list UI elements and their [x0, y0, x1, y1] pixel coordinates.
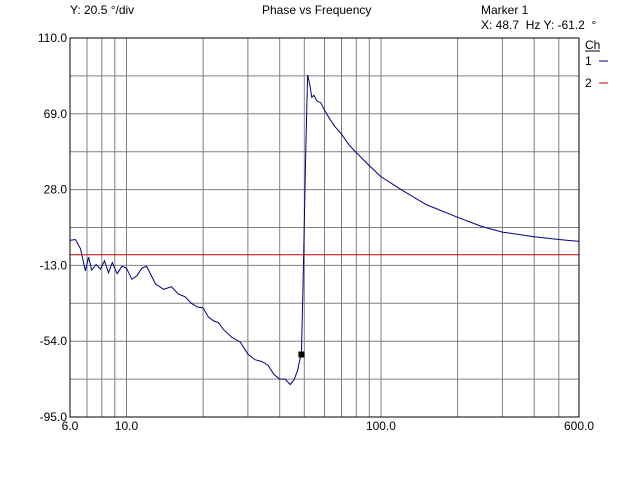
y-tick-label: 110.0	[38, 31, 67, 45]
grid	[69, 37, 580, 418]
y-scale-label: Y: 20.5 °/div	[70, 3, 135, 17]
x-tick-label: 600.0	[564, 419, 594, 433]
x-tick-label: 6.0	[62, 419, 79, 433]
x-tick-label: 10.0	[115, 419, 139, 433]
y-tick-label: -95.0	[40, 410, 68, 424]
legend-label-2: 2	[585, 76, 592, 90]
y-tick-label: 28.0	[44, 183, 68, 197]
y-tick-label: -54.0	[40, 334, 68, 348]
marker-layer	[298, 351, 305, 358]
legend-heading: Ch	[585, 38, 600, 52]
chart-title: Phase vs Frequency	[262, 3, 372, 17]
y-tick-label: 69.0	[44, 107, 68, 121]
series-line-1	[69, 74, 580, 386]
marker-readout: X: 48.7 Hz Y: -61.2 °	[481, 18, 597, 32]
y-tick-label: -13.0	[40, 258, 68, 272]
marker-point[interactable]	[298, 351, 305, 358]
marker-title: Marker 1	[481, 3, 529, 17]
x-tick-label: 100.0	[366, 419, 396, 433]
plot-frame	[69, 37, 580, 418]
series-lines	[69, 74, 580, 386]
legend: Ch 1 2	[585, 38, 608, 90]
y-tick-labels: 110.0 69.0 28.0 -13.0 -54.0 -95.0	[38, 31, 67, 424]
legend-label-1: 1	[585, 54, 592, 68]
x-tick-labels: 6.0 10.0 100.0 600.0	[62, 419, 595, 433]
